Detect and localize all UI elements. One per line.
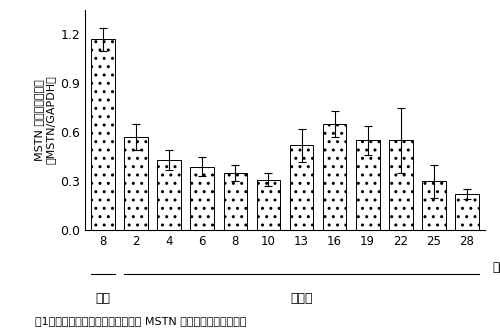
- Bar: [322, 124, 346, 230]
- Bar: [290, 145, 314, 230]
- Bar: [422, 181, 446, 230]
- Bar: [190, 166, 214, 230]
- Text: 図1　黒毛和種牛半腥様筋における MSTN 遥伝子の発現量の推移: 図1 黒毛和種牛半腥様筋における MSTN 遥伝子の発現量の推移: [35, 316, 246, 326]
- Bar: [389, 140, 412, 230]
- Bar: [124, 137, 148, 230]
- Text: 胎齢: 胎齢: [96, 292, 110, 305]
- Bar: [92, 39, 115, 230]
- Bar: [256, 180, 280, 230]
- Bar: [224, 173, 248, 230]
- Y-axis label: MSTN 遥伝子の発現量
（MSTN/GAPDH）: MSTN 遥伝子の発現量 （MSTN/GAPDH）: [34, 76, 56, 164]
- Bar: [158, 160, 181, 230]
- Bar: [356, 140, 380, 230]
- Text: （月）: （月）: [492, 261, 500, 274]
- Text: 出生後: 出生後: [290, 292, 313, 305]
- Bar: [455, 194, 478, 230]
